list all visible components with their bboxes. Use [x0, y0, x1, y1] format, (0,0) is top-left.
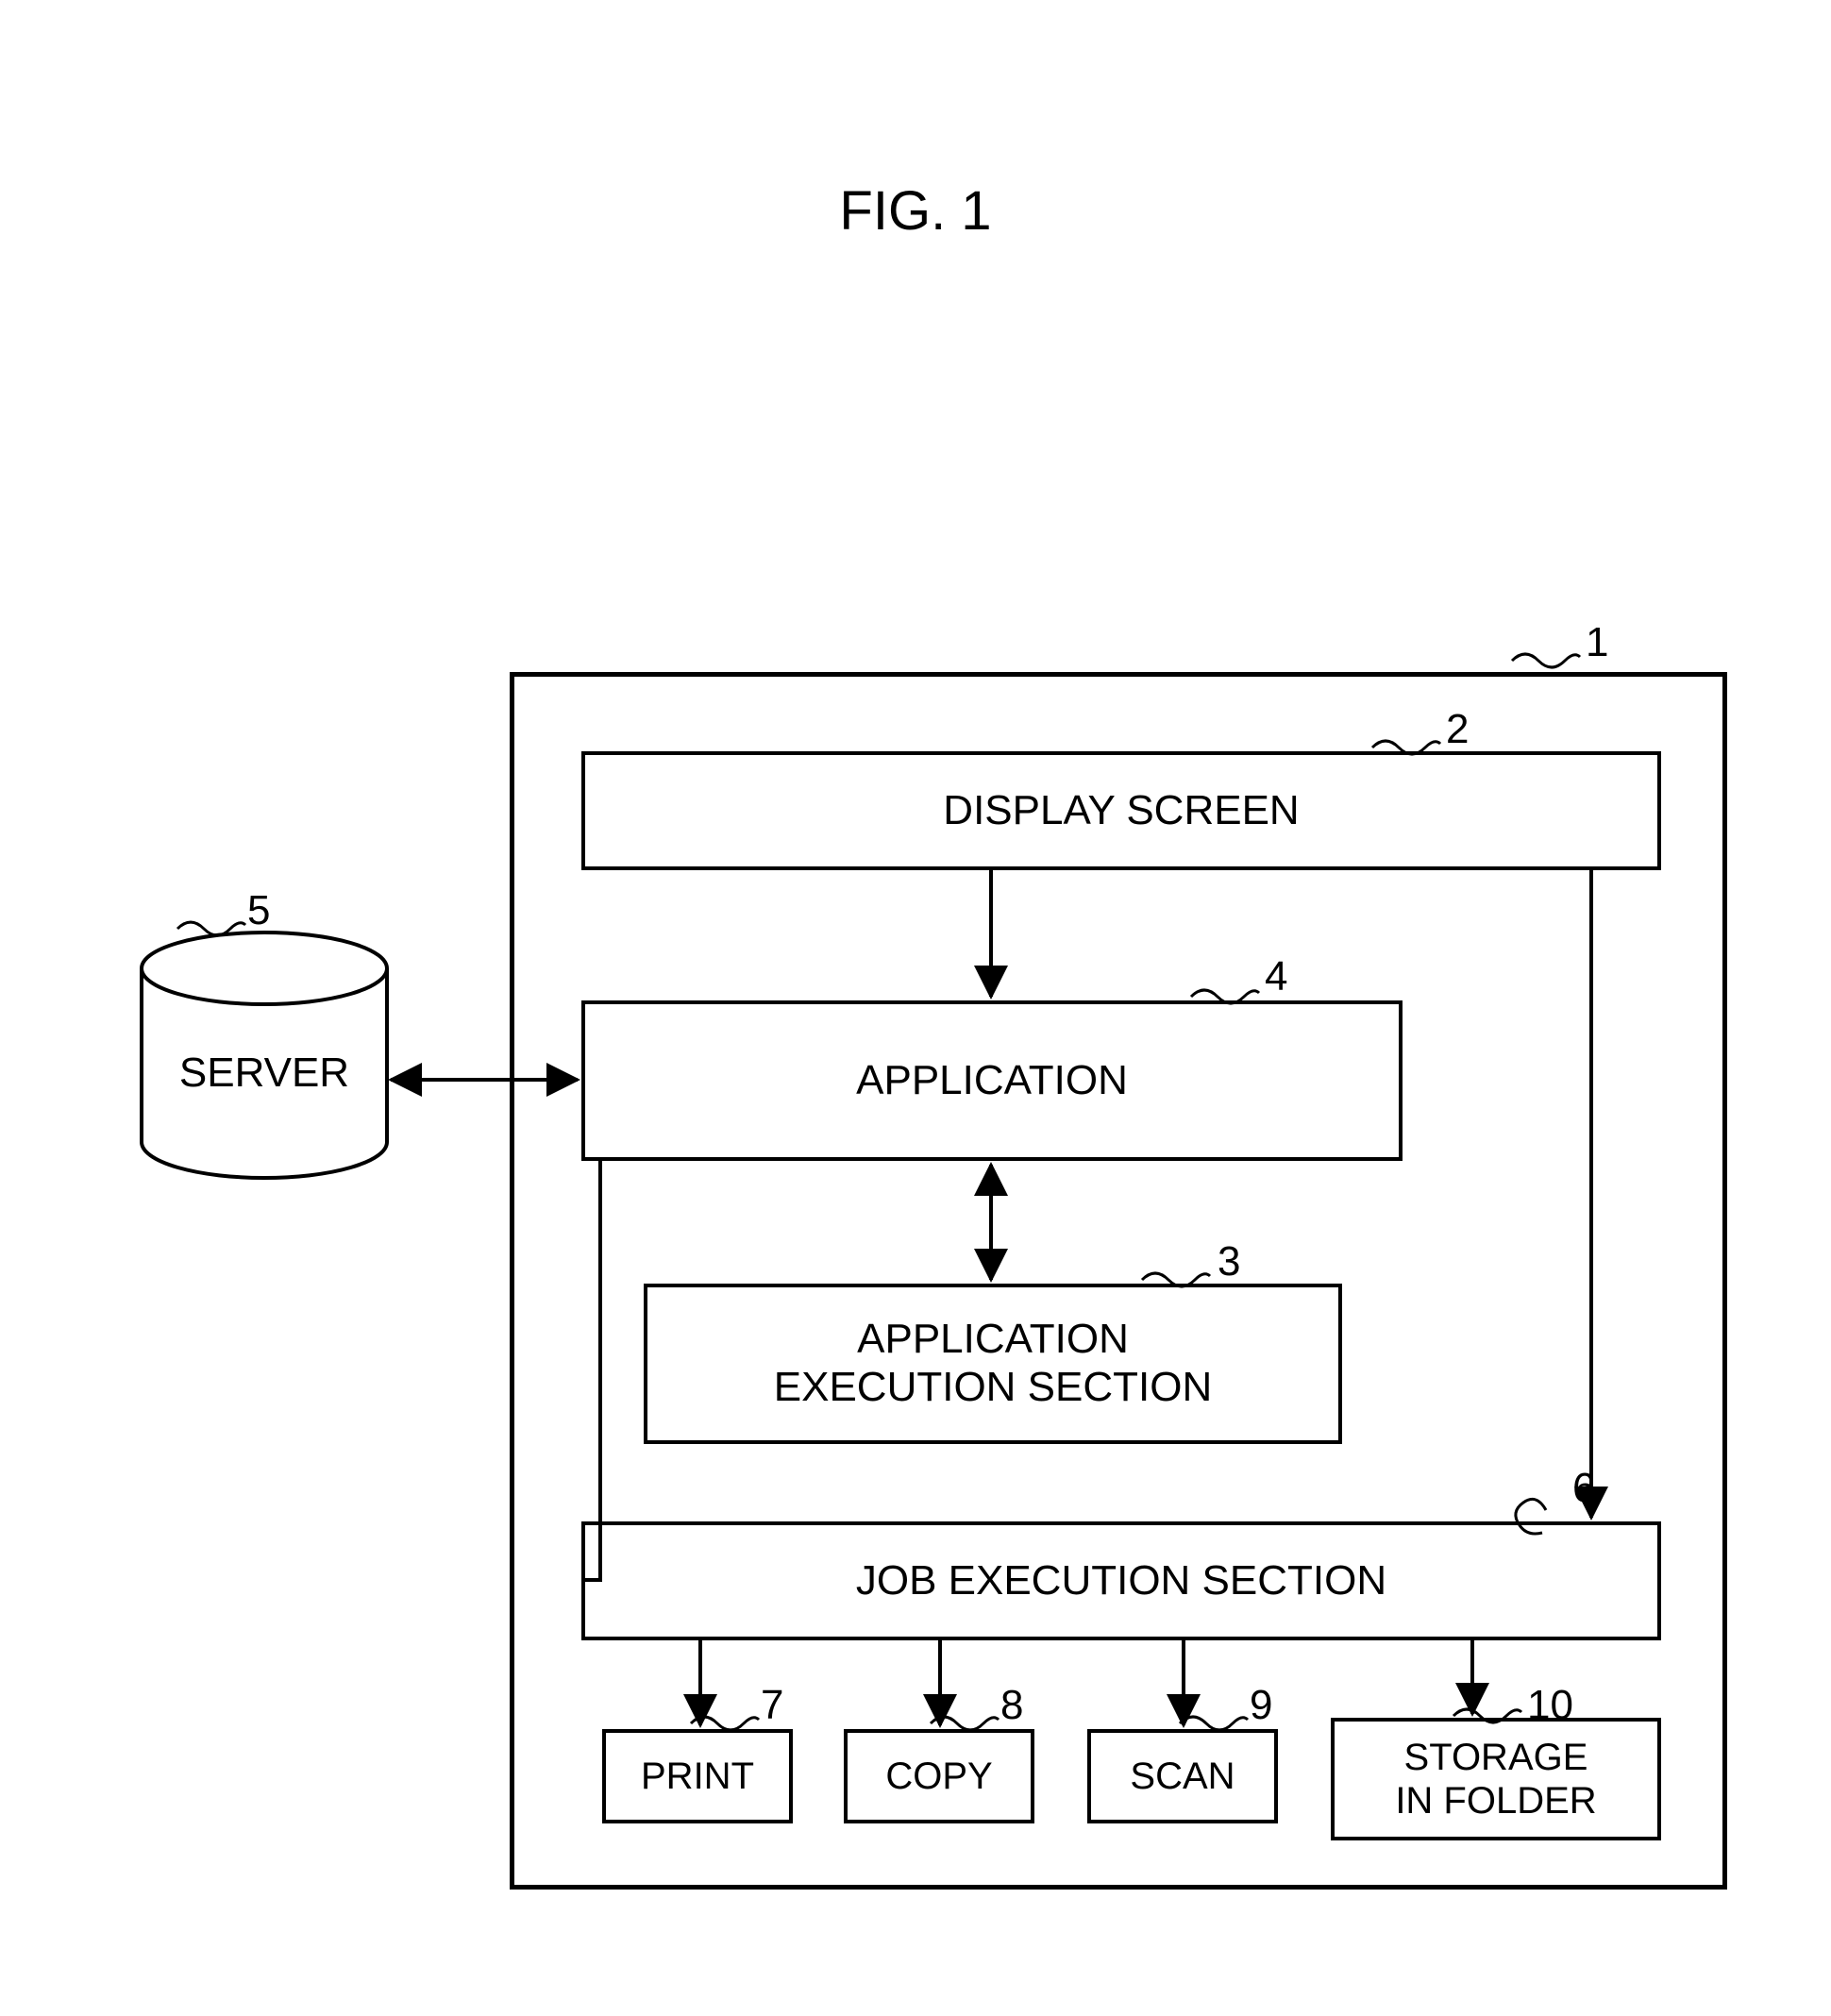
print-label: PRINT — [641, 1755, 754, 1798]
application-box: APPLICATION — [581, 1000, 1403, 1161]
figure-title: FIG. 1 — [0, 179, 1831, 243]
scan-label: SCAN — [1130, 1755, 1235, 1798]
storage-box: STORAGE IN FOLDER — [1331, 1718, 1661, 1840]
print-box: PRINT — [602, 1729, 793, 1823]
display-screen-label: DISPLAY SCREEN — [943, 787, 1299, 835]
app-exec-label: APPLICATION EXECUTION SECTION — [774, 1316, 1213, 1411]
job-exec-label: JOB EXECUTION SECTION — [856, 1557, 1386, 1605]
ref-10: 10 — [1527, 1682, 1573, 1729]
ref-7: 7 — [761, 1682, 783, 1729]
ref-4: 4 — [1265, 953, 1287, 1000]
ref-6: 6 — [1572, 1465, 1595, 1512]
ref-1: 1 — [1586, 619, 1608, 666]
scan-box: SCAN — [1087, 1729, 1278, 1823]
ref-8: 8 — [1000, 1682, 1023, 1729]
storage-label: STORAGE IN FOLDER — [1395, 1736, 1596, 1823]
ref-9: 9 — [1250, 1682, 1272, 1729]
ref-2: 2 — [1446, 706, 1469, 753]
job-exec-box: JOB EXECUTION SECTION — [581, 1521, 1661, 1640]
copy-box: COPY — [844, 1729, 1034, 1823]
display-screen-box: DISPLAY SCREEN — [581, 751, 1661, 870]
ref-5: 5 — [247, 887, 270, 934]
application-label: APPLICATION — [856, 1057, 1128, 1105]
server-label: SERVER — [142, 1050, 387, 1097]
copy-label: COPY — [885, 1755, 992, 1798]
ref-3: 3 — [1218, 1238, 1240, 1285]
app-exec-box: APPLICATION EXECUTION SECTION — [644, 1284, 1342, 1444]
